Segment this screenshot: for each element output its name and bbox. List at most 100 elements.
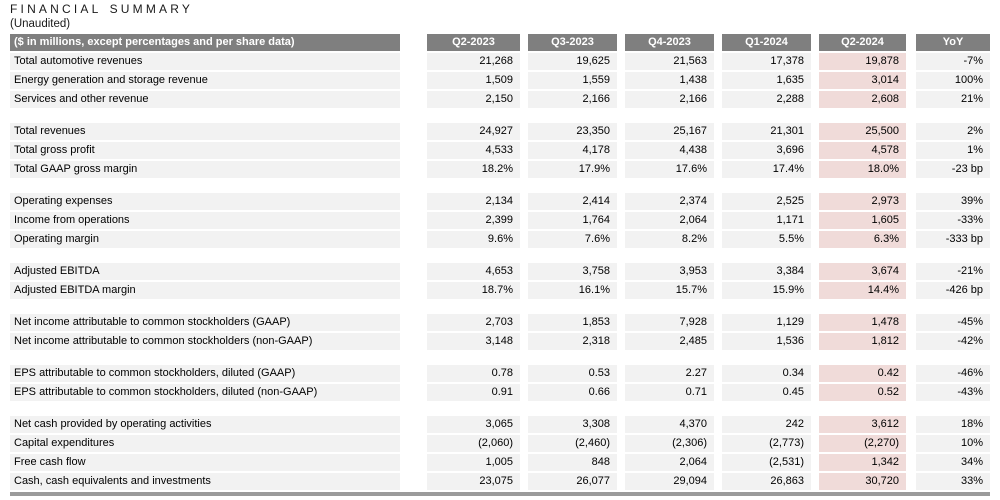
- row-label: Income from operations: [10, 212, 400, 231]
- cell-yoy: -333 bp: [906, 231, 990, 250]
- cell-yoy: -43%: [906, 384, 990, 403]
- table-row: Capital expenditures (2,060) (2,460) (2,306…: [10, 435, 990, 454]
- cell-yoy: 33%: [906, 473, 990, 492]
- cell-q1-2024: (2,773): [714, 435, 811, 454]
- section-spacer-cell: [10, 403, 990, 416]
- cell-yoy: 34%: [906, 454, 990, 473]
- table-row: Net cash provided by operating activitie…: [10, 416, 990, 435]
- cell-yoy: 1%: [906, 142, 990, 161]
- cell-q1-2024: 1,129: [714, 314, 811, 333]
- row-label: Capital expenditures: [10, 435, 400, 454]
- cell-yoy: -45%: [906, 314, 990, 333]
- table-row: EPS attributable to common stockholders,…: [10, 365, 990, 384]
- row-label: Cash, cash equivalents and investments: [10, 473, 400, 492]
- row-label: Energy generation and storage revenue: [10, 72, 400, 91]
- cell-q2-2024: 4,578: [811, 142, 906, 161]
- cell-q3-2023: 0.53: [520, 365, 617, 384]
- cell-q3-2023: 848: [520, 454, 617, 473]
- cell-q1-2024: 5.5%: [714, 231, 811, 250]
- cell-q2-2023: 4,653: [400, 263, 520, 282]
- cell-q2-2023: (2,060): [400, 435, 520, 454]
- row-label: Adjusted EBITDA: [10, 263, 400, 282]
- cell-q4-2023: 4,370: [617, 416, 714, 435]
- cell-q2-2024: 2,973: [811, 193, 906, 212]
- cell-q4-2023: 2,064: [617, 212, 714, 231]
- row-label: EPS attributable to common stockholders,…: [10, 384, 400, 403]
- cell-q1-2024: 3,696: [714, 142, 811, 161]
- cell-q2-2023: 2,399: [400, 212, 520, 231]
- cell-q2-2023: 0.91: [400, 384, 520, 403]
- table-header-row: ($ in millions, except percentages and p…: [10, 34, 990, 53]
- table-row: Adjusted EBITDA 4,653 3,758 3,953 3,384 3,674…: [10, 263, 990, 282]
- column-header-q2-2024: Q2-2024: [811, 34, 906, 53]
- cell-q2-2023: 18.2%: [400, 161, 520, 180]
- cell-q3-2023: 7.6%: [520, 231, 617, 250]
- table-row: EPS attributable to common stockholders,…: [10, 384, 990, 403]
- cell-q4-2023: 2,166: [617, 91, 714, 110]
- cell-q4-2023: (2,306): [617, 435, 714, 454]
- row-label: EPS attributable to common stockholders,…: [10, 365, 400, 384]
- cell-q2-2023: 9.6%: [400, 231, 520, 250]
- cell-q4-2023: 7,928: [617, 314, 714, 333]
- column-header-q3-2023: Q3-2023: [520, 34, 617, 53]
- section-spacer: [10, 180, 990, 193]
- cell-q3-2023: 4,178: [520, 142, 617, 161]
- cell-q1-2024: (2,531): [714, 454, 811, 473]
- cell-q1-2024: 2,525: [714, 193, 811, 212]
- column-header-q2-2023: Q2-2023: [400, 34, 520, 53]
- cell-q2-2024: 3,612: [811, 416, 906, 435]
- next-section-header-strip: [10, 492, 990, 496]
- cell-q2-2024: 25,500: [811, 123, 906, 142]
- table-row: Energy generation and storage revenue 1,5…: [10, 72, 990, 91]
- section-spacer-cell: [10, 352, 990, 365]
- cell-yoy: -42%: [906, 333, 990, 352]
- row-label: Adjusted EBITDA margin: [10, 282, 400, 301]
- cell-q2-2023: 2,150: [400, 91, 520, 110]
- cell-q1-2024: 1,171: [714, 212, 811, 231]
- table-row: Total automotive revenues 21,268 19,625 21,…: [10, 53, 990, 72]
- cell-q4-2023: 3,953: [617, 263, 714, 282]
- row-label: Total gross profit: [10, 142, 400, 161]
- table-row: Operating margin 9.6% 7.6% 8.2% 5.5% 6.3% -333…: [10, 231, 990, 250]
- table-row: Services and other revenue 2,150 2,166 2,16…: [10, 91, 990, 110]
- cell-q4-2023: 29,094: [617, 473, 714, 492]
- cell-q2-2024: 0.42: [811, 365, 906, 384]
- cell-q4-2023: 21,563: [617, 53, 714, 72]
- cell-q1-2024: 1,536: [714, 333, 811, 352]
- cell-yoy: 2%: [906, 123, 990, 142]
- row-label: Net income attributable to common stockh…: [10, 314, 400, 333]
- cell-q4-2023: 15.7%: [617, 282, 714, 301]
- cell-q1-2024: 0.34: [714, 365, 811, 384]
- cell-q2-2024: 18.0%: [811, 161, 906, 180]
- cell-yoy: 100%: [906, 72, 990, 91]
- row-label: Total automotive revenues: [10, 53, 400, 72]
- cell-q3-2023: 2,318: [520, 333, 617, 352]
- cell-q4-2023: 2,485: [617, 333, 714, 352]
- cell-q4-2023: 25,167: [617, 123, 714, 142]
- cell-q1-2024: 3,384: [714, 263, 811, 282]
- row-label: Total GAAP gross margin: [10, 161, 400, 180]
- cell-q4-2023: 2,064: [617, 454, 714, 473]
- cell-yoy: -426 bp: [906, 282, 990, 301]
- cell-q3-2023: 2,166: [520, 91, 617, 110]
- table-row: Net income attributable to common stockh…: [10, 333, 990, 352]
- cell-q4-2023: 4,438: [617, 142, 714, 161]
- section-spacer-cell: [10, 250, 990, 263]
- row-label: Services and other revenue: [10, 91, 400, 110]
- cell-q1-2024: 0.45: [714, 384, 811, 403]
- cell-q2-2024: 6.3%: [811, 231, 906, 250]
- table-row: Adjusted EBITDA margin 18.7% 16.1% 15.7% 15.…: [10, 282, 990, 301]
- section-spacer: [10, 403, 990, 416]
- cell-yoy: 18%: [906, 416, 990, 435]
- row-label: Operating expenses: [10, 193, 400, 212]
- cell-q3-2023: 19,625: [520, 53, 617, 72]
- cell-q1-2024: 17.4%: [714, 161, 811, 180]
- cell-yoy: 10%: [906, 435, 990, 454]
- cell-q3-2023: 17.9%: [520, 161, 617, 180]
- cell-q4-2023: 2,374: [617, 193, 714, 212]
- cell-q4-2023: 2.27: [617, 365, 714, 384]
- column-header-q1-2024: Q1-2024: [714, 34, 811, 53]
- cell-q3-2023: 16.1%: [520, 282, 617, 301]
- cell-q3-2023: 23,350: [520, 123, 617, 142]
- cell-q3-2023: 1,853: [520, 314, 617, 333]
